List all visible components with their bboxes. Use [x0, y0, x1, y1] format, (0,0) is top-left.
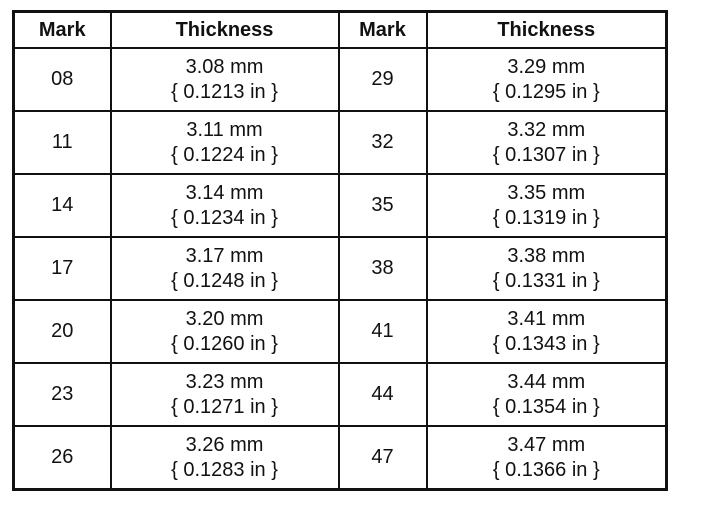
thickness-mm: 3.26 mm [185, 433, 264, 456]
mark-cell: 17 [12, 236, 112, 301]
header-cell: Mark [12, 10, 112, 49]
thickness-cell: 3.14 mm{ 0.1234 in } [109, 173, 340, 238]
thickness-in: { 0.1213 in } [171, 80, 278, 103]
table-row: 17 3.17 mm{ 0.1248 in } 38 3.38 mm{ 0.1331 … [12, 236, 668, 301]
thickness-mm: 3.17 mm [185, 244, 264, 267]
mark-cell: 20 [12, 299, 112, 364]
thickness-in: { 0.1295 in } [492, 80, 600, 103]
thickness-cell: 3.41 mm{ 0.1343 in } [425, 299, 668, 364]
thickness-cell: 3.17 mm{ 0.1248 in } [109, 236, 340, 301]
thickness-in: { 0.1260 in } [171, 332, 278, 355]
thickness-in: { 0.1366 in } [492, 458, 600, 481]
mark-cell: 41 [337, 299, 428, 364]
thickness-cell: 3.26 mm{ 0.1283 in } [109, 425, 340, 491]
thickness-cell: 3.38 mm{ 0.1331 in } [425, 236, 668, 301]
mark-cell: 08 [12, 47, 112, 112]
thickness-in: { 0.1343 in } [492, 332, 600, 355]
thickness-in: { 0.1248 in } [171, 269, 278, 292]
thickness-cell: 3.35 mm{ 0.1319 in } [425, 173, 668, 238]
thickness-mm: 3.38 mm [507, 244, 586, 267]
thickness-in: { 0.1331 in } [492, 269, 600, 292]
thickness-mm: 3.20 mm [185, 307, 264, 330]
thickness-in: { 0.1307 in } [492, 143, 600, 166]
header-row: Mark Thickness Mark Thickness [12, 10, 668, 49]
table-header: Mark Thickness Mark Thickness [12, 10, 668, 49]
thickness-in: { 0.1271 in } [171, 395, 278, 418]
mark-cell: 26 [12, 425, 112, 491]
thickness-cell: 3.47 mm{ 0.1366 in } [425, 425, 668, 491]
mark-cell: 23 [12, 362, 112, 427]
thickness-mm: 3.47 mm [507, 433, 586, 456]
thickness-mm: 3.41 mm [507, 307, 586, 330]
mark-cell: 29 [337, 47, 428, 112]
thickness-mm: 3.32 mm [507, 118, 586, 141]
mark-cell: 44 [337, 362, 428, 427]
table-row: 26 3.26 mm{ 0.1283 in } 47 3.47 mm{ 0.1366 … [12, 425, 668, 491]
thickness-mm: 3.08 mm [185, 55, 264, 78]
thickness-mm: 3.14 mm [185, 181, 264, 204]
thickness-in: { 0.1354 in } [492, 395, 600, 418]
header-cell: Thickness [109, 10, 340, 49]
thickness-in: { 0.1283 in } [171, 458, 278, 481]
table-body: 08 3.08 mm{ 0.1213 in } 29 3.29 mm{ 0.1295 … [12, 47, 668, 491]
thickness-cell: 3.44 mm{ 0.1354 in } [425, 362, 668, 427]
table-row: 23 3.23 mm{ 0.1271 in } 44 3.44 mm{ 0.1354 … [12, 362, 668, 427]
thickness-in: { 0.1319 in } [492, 206, 600, 229]
table-row: 20 3.20 mm{ 0.1260 in } 41 3.41 mm{ 0.1343 … [12, 299, 668, 364]
thickness-cell: 3.11 mm{ 0.1224 in } [109, 110, 340, 175]
table-row: 08 3.08 mm{ 0.1213 in } 29 3.29 mm{ 0.1295 … [12, 47, 668, 112]
thickness-cell: 3.23 mm{ 0.1271 in } [109, 362, 340, 427]
mark-cell: 32 [337, 110, 428, 175]
table-row: 11 3.11 mm{ 0.1224 in } 32 3.32 mm{ 0.1307 … [12, 110, 668, 175]
table-row: 14 3.14 mm{ 0.1234 in } 35 3.35 mm{ 0.1319 … [12, 173, 668, 238]
thickness-cell: 3.29 mm{ 0.1295 in } [425, 47, 668, 112]
mark-cell: 38 [337, 236, 428, 301]
thickness-mm: 3.29 mm [507, 55, 586, 78]
mark-cell: 35 [337, 173, 428, 238]
thickness-table: Mark Thickness Mark Thickness 08 3.08 mm{… [12, 10, 668, 491]
thickness-cell: 3.32 mm{ 0.1307 in } [425, 110, 668, 175]
mark-cell: 14 [12, 173, 112, 238]
thickness-in: { 0.1234 in } [171, 206, 278, 229]
thickness-mm: 3.11 mm [186, 118, 263, 141]
thickness-cell: 3.08 mm{ 0.1213 in } [109, 47, 340, 112]
thickness-mm: 3.44 mm [507, 370, 586, 393]
thickness-mm: 3.35 mm [507, 181, 586, 204]
thickness-cell: 3.20 mm{ 0.1260 in } [109, 299, 340, 364]
mark-cell: 11 [12, 110, 112, 175]
header-cell: Mark [337, 10, 428, 49]
thickness-in: { 0.1224 in } [171, 143, 278, 166]
header-cell: Thickness [425, 10, 668, 49]
mark-cell: 47 [337, 425, 428, 491]
thickness-mm: 3.23 mm [185, 370, 264, 393]
